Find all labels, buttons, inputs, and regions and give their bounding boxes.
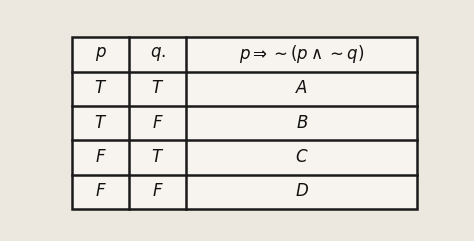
Text: $\mathit{T}$: $\mathit{T}$ [151, 80, 164, 97]
Bar [129, 37, 186, 72]
Bar [129, 140, 186, 174]
Text: $p$: $p$ [95, 46, 107, 63]
Bar [72, 106, 129, 140]
Bar [72, 72, 129, 106]
Text: $\mathit{T}$: $\mathit{T}$ [94, 115, 107, 132]
Bar [72, 174, 129, 209]
Bar [72, 140, 129, 174]
Text: $\mathit{F}$: $\mathit{F}$ [152, 115, 164, 132]
Bar [186, 174, 418, 209]
Bar [129, 106, 186, 140]
Text: $\mathit{F}$: $\mathit{F}$ [152, 183, 164, 200]
Text: $\mathit{C}$: $\mathit{C}$ [295, 149, 309, 166]
Text: $\mathit{T}$: $\mathit{T}$ [151, 149, 164, 166]
Bar [186, 140, 418, 174]
Bar [186, 106, 418, 140]
Text: $\mathit{D}$: $\mathit{D}$ [295, 183, 309, 200]
Text: $\mathit{B}$: $\mathit{B}$ [296, 115, 308, 132]
Bar [186, 72, 418, 106]
Text: $\mathit{F}$: $\mathit{F}$ [95, 183, 107, 200]
Text: $\mathit{A}$: $\mathit{A}$ [295, 80, 308, 97]
Bar [186, 37, 418, 72]
Text: $\mathit{F}$: $\mathit{F}$ [95, 149, 107, 166]
Text: $p \Rightarrow {\sim}(p \wedge {\sim}q)$: $p \Rightarrow {\sim}(p \wedge {\sim}q)$ [239, 43, 365, 66]
Bar [72, 37, 129, 72]
Text: $q.$: $q.$ [149, 46, 165, 63]
Bar [129, 72, 186, 106]
Text: $\mathit{T}$: $\mathit{T}$ [94, 80, 107, 97]
Bar [129, 174, 186, 209]
